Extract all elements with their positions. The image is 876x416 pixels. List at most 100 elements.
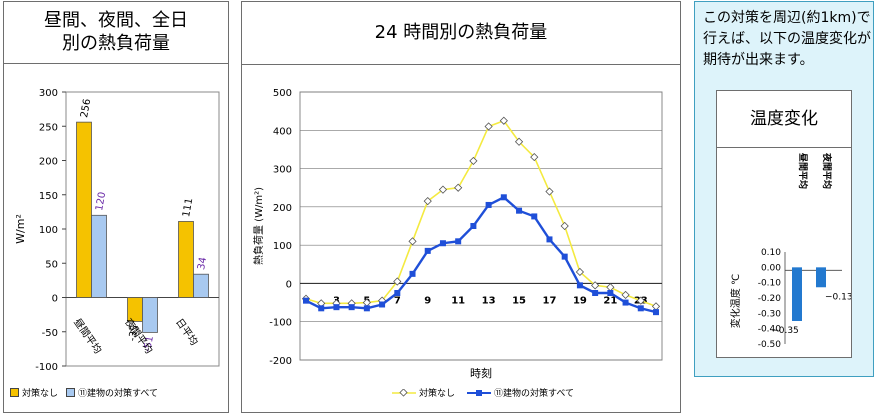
temperature-change-description: この対策を周辺(約1km)で行えば、以下の温度変化が期待が出来ます。: [703, 10, 871, 68]
y-tick-label: 250: [39, 122, 58, 133]
y-tick-label: 500: [273, 88, 292, 99]
y-tick-label: 300: [39, 88, 58, 99]
point-all-measures: [653, 309, 659, 316]
y-tick-label: 200: [273, 203, 292, 214]
y-tick-label: 0.00: [761, 263, 781, 273]
y-tick-label: 0: [286, 279, 292, 290]
daily-heat-load-panel: 昼間、夜間、全日 別の熱負荷量 -100 -50 0 50 100 150 200 250 30…: [3, 1, 229, 413]
point-all-measures: [348, 304, 355, 311]
temperature-change-bar-chart: 0.10 0.00 -0.10 -0.20 -0.30 -0.40 -0.50 変化温度 ℃ −…: [729, 152, 851, 350]
panel1-title-line2: 別の熱負荷量: [62, 33, 170, 54]
point-no-measure: [423, 197, 432, 206]
hourly-heat-load-panel: 24 時間別の熱負荷量 -200-10001002003004005001357…: [241, 1, 681, 413]
temp-change-bar: [816, 267, 826, 288]
point-no-measure: [317, 299, 326, 308]
x-axis-label: 時刻: [470, 366, 492, 380]
legend-no-measure-label: 対策なし: [22, 389, 59, 399]
temp-change-value-label: −0.35: [771, 326, 799, 336]
legend-all-measures-label: ⑪建物の対策すべて: [78, 389, 159, 399]
point-all-measures: [439, 240, 446, 247]
point-no-measure: [438, 185, 448, 194]
point-no-measure: [362, 298, 371, 307]
x-tick-label: 19: [573, 295, 587, 306]
y-tick-label: -100: [35, 362, 58, 373]
point-all-measures: [592, 290, 599, 296]
bar-no-measure: [76, 121, 92, 298]
point-no-measure: [606, 283, 615, 292]
x-tick-label: 21: [603, 295, 617, 306]
point-no-measure: [621, 290, 630, 300]
point-all-measures: [424, 247, 431, 254]
point-all-measures: [576, 282, 583, 289]
x-tick-label: 11: [451, 295, 465, 306]
point-no-measure: [591, 281, 600, 290]
y-tick-label: 100: [273, 241, 292, 252]
temperature-change-title: 温度変化: [717, 91, 851, 148]
x-tick-label: 17: [543, 295, 557, 306]
y-axis-label: 熱負荷量 (W/m²): [252, 187, 265, 265]
point-no-measure: [408, 237, 417, 246]
data-label: 120: [94, 191, 108, 212]
point-no-measure: [469, 156, 478, 166]
point-no-measure: [636, 296, 645, 305]
legend-blue-swatch: [66, 388, 76, 397]
bar-no-measure: [178, 221, 194, 298]
point-all-measures: [485, 201, 492, 208]
point-all-measures: [622, 299, 629, 306]
y-tick-label: -100: [269, 318, 292, 329]
y-tick-label: 400: [273, 126, 292, 137]
category-label: 昼間平均: [797, 153, 809, 189]
point-all-measures: [607, 290, 614, 296]
y-axis-label: W/m²: [14, 214, 27, 244]
x-tick-label: 15: [512, 295, 526, 306]
data-label: 111: [181, 197, 195, 218]
y-tick-label: -0.50: [758, 340, 782, 350]
bar-all-measures: [142, 297, 158, 333]
bar-all-measures: [91, 214, 107, 298]
y-tick-label: 0.10: [761, 248, 781, 258]
point-all-measures: [546, 236, 553, 243]
point-no-measure: [514, 137, 524, 146]
point-no-measure: [651, 302, 661, 311]
y-tick-label: -0.20: [758, 294, 782, 304]
point-no-measure: [393, 277, 402, 286]
x-tick-label: 13: [482, 295, 496, 306]
legend-yellow-line-icon: [392, 388, 416, 397]
point-no-measure: [575, 267, 585, 277]
point-all-measures: [363, 305, 370, 312]
point-no-measure: [530, 152, 539, 162]
point-all-measures: [303, 297, 309, 304]
x-tick-label: 7: [394, 295, 401, 306]
y-tick-label: 200: [39, 157, 58, 168]
panel1-title: 昼間、夜間、全日 別の熱負荷量: [4, 2, 228, 64]
point-all-measures: [379, 301, 386, 308]
category-label: 夜間平均: [821, 152, 833, 189]
legend-line-no-measure-label: 対策なし: [419, 389, 456, 399]
point-all-measures: [561, 253, 568, 260]
point-no-measure: [560, 221, 569, 231]
panel2-legend: 対策なし ⑪建物の対策すべて: [392, 386, 574, 399]
y-tick-label: 50: [45, 259, 58, 270]
temperature-change-panel: この対策を周辺(約1km)で行えば、以下の温度変化が期待が出来ます。 温度変化 …: [694, 1, 874, 377]
point-no-measure: [499, 116, 508, 125]
y-tick-label: 100: [39, 225, 58, 236]
point-no-measure: [454, 183, 463, 192]
temperature-change-box: 温度変化 0.10 0.00 -0.10 -0.20 -0.30 -0.40 -0.50 変化…: [716, 90, 852, 358]
y-tick-label: -0.10: [758, 279, 782, 289]
point-all-measures: [394, 290, 401, 296]
data-label: 256: [79, 98, 93, 119]
point-all-measures: [500, 194, 507, 201]
y-tick-label: 0: [52, 294, 58, 305]
temp-change-value-label: −0.13: [825, 292, 851, 302]
y-tick-label: -50: [42, 328, 58, 339]
panel2-title: 24 時間別の熱負荷量: [242, 2, 680, 65]
point-all-measures: [409, 270, 416, 277]
point-all-measures: [318, 305, 325, 312]
y-tick-label: -0.40: [758, 325, 782, 335]
bar-all-measures: [193, 273, 209, 298]
x-tick-label: 9: [424, 295, 431, 306]
point-all-measures: [455, 238, 462, 245]
data-label: -35: [127, 324, 141, 342]
y-tick-label: -200: [269, 356, 292, 367]
legend-yellow-swatch: [10, 388, 19, 397]
